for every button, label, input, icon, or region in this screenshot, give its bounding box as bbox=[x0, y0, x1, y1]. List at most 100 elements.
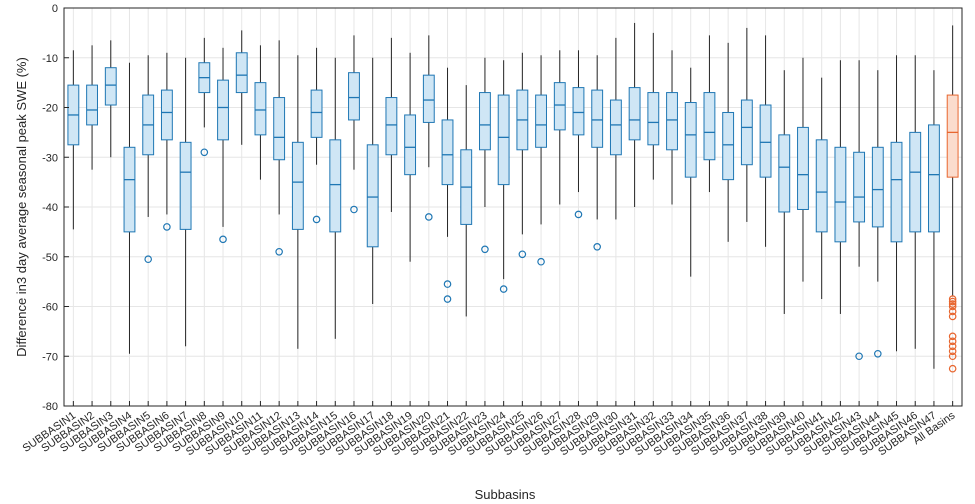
outlier-point bbox=[948, 342, 957, 351]
axes bbox=[63, 7, 963, 407]
box-subbasin33 bbox=[666, 50, 678, 205]
box-iqr bbox=[591, 89, 604, 148]
outlier-point bbox=[163, 223, 171, 231]
box-subbasin34 bbox=[684, 67, 697, 277]
y-tick-label: -10 bbox=[42, 53, 58, 65]
box-iqr bbox=[235, 52, 248, 94]
box-subbasin4 bbox=[123, 62, 136, 354]
box-subbasin35 bbox=[703, 35, 716, 193]
box-iqr bbox=[366, 144, 379, 248]
y-tick-label: -50 bbox=[42, 252, 58, 264]
box-subbasin10 bbox=[235, 30, 248, 145]
outlier-point bbox=[855, 352, 863, 361]
box-subbasin24 bbox=[497, 60, 510, 293]
box-subbasin13 bbox=[291, 55, 304, 349]
box-iqr bbox=[123, 146, 136, 233]
box-iqr bbox=[254, 82, 267, 136]
box-subbasin28 bbox=[572, 50, 585, 219]
outlier-point bbox=[574, 210, 583, 219]
box-subbasin9 bbox=[217, 47, 229, 244]
box-iqr bbox=[759, 104, 772, 178]
outlier-point bbox=[948, 307, 957, 316]
y-tick-label: -20 bbox=[42, 103, 58, 115]
box-iqr bbox=[834, 146, 847, 243]
box-iqr bbox=[348, 72, 360, 121]
box-iqr bbox=[217, 79, 229, 141]
box-iqr bbox=[179, 141, 192, 230]
outlier-point bbox=[593, 243, 601, 251]
box-iqr bbox=[273, 97, 286, 161]
outlier-point bbox=[948, 337, 957, 346]
outlier-point bbox=[948, 352, 957, 361]
box-iqr bbox=[666, 92, 678, 151]
box-subbasin40 bbox=[797, 57, 809, 282]
box-iqr bbox=[909, 131, 922, 233]
box-iqr bbox=[441, 119, 454, 186]
outlier-point bbox=[443, 295, 452, 303]
box-subbasin29 bbox=[591, 55, 604, 251]
box-iqr bbox=[946, 94, 959, 178]
outlier-point bbox=[537, 257, 545, 266]
box-iqr bbox=[815, 139, 828, 233]
outlier-point bbox=[948, 332, 957, 341]
x-axis-title: Subbasins bbox=[475, 487, 536, 502]
box-subbasin46 bbox=[909, 55, 922, 349]
box-iqr bbox=[890, 141, 903, 243]
box-iqr bbox=[535, 94, 547, 148]
outlier-point bbox=[200, 148, 209, 157]
box-subbasin12 bbox=[273, 40, 286, 256]
box-subbasin8 bbox=[198, 37, 211, 157]
box-iqr bbox=[404, 114, 417, 176]
box-subbasin41 bbox=[815, 77, 828, 300]
box-subbasin27 bbox=[553, 50, 566, 205]
box-subbasin22 bbox=[460, 85, 473, 317]
box-subbasin23 bbox=[479, 57, 491, 254]
box-iqr bbox=[104, 67, 117, 106]
box-iqr bbox=[497, 94, 510, 186]
outlier-point bbox=[948, 312, 957, 321]
box-iqr bbox=[160, 89, 173, 141]
box-subbasin45 bbox=[890, 55, 903, 352]
box-iqr bbox=[647, 92, 660, 146]
box-iqr bbox=[609, 99, 622, 156]
outlier-point bbox=[481, 245, 489, 254]
box-iqr bbox=[853, 151, 866, 223]
box-subbasin5 bbox=[142, 55, 155, 264]
x-tick-labels: SUBBASIN1SUBBASIN2SUBBASIN3SUBBASIN4SUBB… bbox=[21, 409, 958, 458]
box-subbasin42 bbox=[834, 60, 847, 314]
y-tick-labels: 0 -10 -20 -30 -40 -50 -60 -70 -80 bbox=[42, 3, 58, 413]
outlier-point bbox=[518, 250, 527, 259]
outlier-point bbox=[425, 213, 433, 221]
box-subbasin17 bbox=[366, 57, 379, 305]
box-subbasin6 bbox=[160, 52, 173, 231]
y-tick-label: -40 bbox=[42, 202, 58, 214]
box-subbasin18 bbox=[385, 37, 398, 212]
box-subbasin31 bbox=[628, 22, 641, 207]
box-subbasin43 bbox=[853, 60, 866, 361]
outlier-point bbox=[350, 205, 358, 214]
y-tick-label: -30 bbox=[42, 152, 58, 164]
y-tick-label: -70 bbox=[42, 351, 58, 363]
box-subbasin37 bbox=[740, 27, 753, 222]
outlier-point bbox=[948, 300, 957, 308]
outlier-point bbox=[312, 215, 321, 224]
outlier-point bbox=[219, 235, 227, 244]
outlier-point bbox=[144, 255, 152, 264]
box-iqr bbox=[329, 139, 342, 233]
box-series bbox=[67, 22, 959, 373]
box-subbasin14 bbox=[310, 47, 323, 224]
box-iqr bbox=[740, 99, 753, 166]
outlier-point bbox=[948, 302, 957, 311]
outlier-point bbox=[275, 247, 283, 256]
box-subbasin30 bbox=[609, 37, 622, 220]
box-subbasin21 bbox=[441, 67, 454, 303]
box-subbasin38 bbox=[759, 35, 772, 247]
y-tick-label: -80 bbox=[42, 401, 58, 413]
box-subbasin32 bbox=[647, 32, 660, 180]
box-iqr bbox=[422, 74, 435, 123]
box-subbasin2 bbox=[86, 45, 98, 170]
box-iqr bbox=[871, 146, 884, 228]
outlier-point bbox=[948, 347, 957, 356]
box-subbasin16 bbox=[348, 35, 360, 214]
box-iqr bbox=[928, 124, 940, 233]
